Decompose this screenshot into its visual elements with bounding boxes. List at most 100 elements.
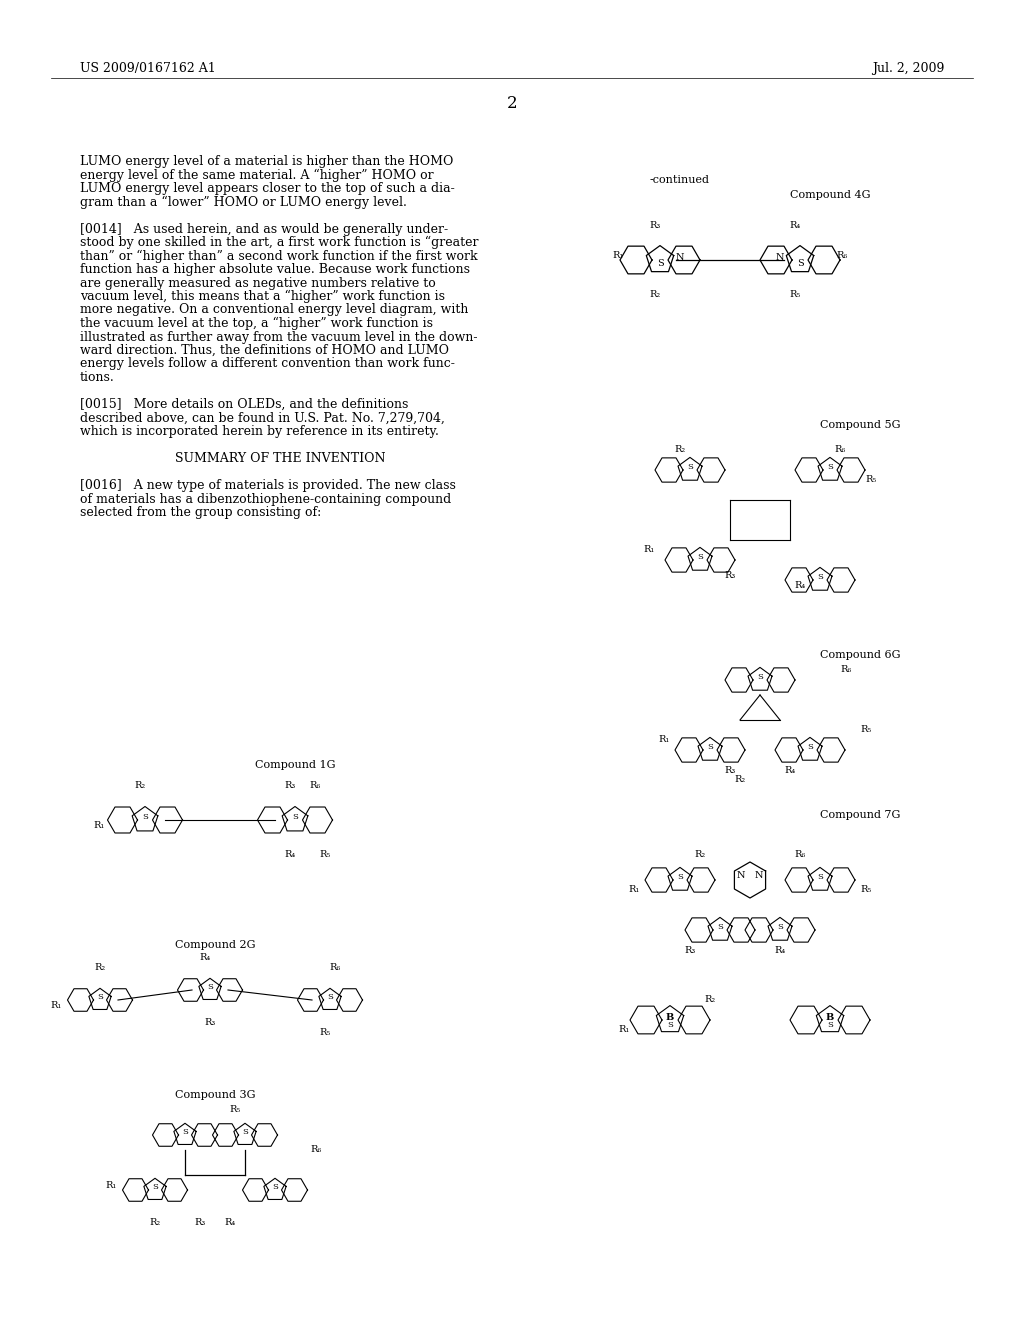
Text: selected from the group consisting of:: selected from the group consisting of:	[80, 506, 322, 519]
Text: S: S	[292, 813, 298, 821]
Text: Compound 3G: Compound 3G	[175, 1090, 255, 1100]
Text: -continued: -continued	[650, 176, 710, 185]
Text: R₅: R₅	[790, 290, 801, 300]
Text: Compound 1G: Compound 1G	[255, 760, 335, 770]
Text: R₁: R₁	[105, 1180, 117, 1189]
Text: R₂: R₂	[734, 775, 745, 784]
Text: R₆: R₆	[840, 665, 851, 675]
Text: S: S	[242, 1129, 248, 1137]
Text: 2: 2	[507, 95, 517, 112]
Text: R₄: R₄	[224, 1218, 236, 1228]
Text: tions.: tions.	[80, 371, 115, 384]
Text: R₁: R₁	[644, 545, 655, 554]
Text: B: B	[826, 1012, 835, 1022]
Text: than” or “higher than” a second work function if the first work: than” or “higher than” a second work fun…	[80, 249, 477, 263]
Text: S: S	[677, 873, 683, 880]
Text: R₄: R₄	[774, 946, 785, 954]
Text: S: S	[687, 463, 693, 471]
Text: function has a higher absolute value. Because work functions: function has a higher absolute value. Be…	[80, 263, 470, 276]
Text: energy levels follow a different convention than work func-: energy levels follow a different convent…	[80, 358, 455, 371]
Text: S: S	[827, 463, 833, 471]
Text: R₆: R₆	[309, 781, 321, 789]
Text: ward direction. Thus, the definitions of HOMO and LUMO: ward direction. Thus, the definitions of…	[80, 345, 449, 356]
Text: R₄: R₄	[795, 581, 806, 590]
Text: energy level of the same material. A “higher” HOMO or: energy level of the same material. A “hi…	[80, 169, 433, 182]
Text: R₅: R₅	[229, 1105, 241, 1114]
Text: R₃: R₃	[285, 781, 296, 789]
Text: Compound 6G: Compound 6G	[819, 649, 900, 660]
Text: R₆: R₆	[835, 445, 846, 454]
Text: gram than a “lower” HOMO or LUMO energy level.: gram than a “lower” HOMO or LUMO energy …	[80, 195, 407, 209]
Text: R₂: R₂	[649, 290, 660, 300]
Text: S: S	[97, 993, 103, 1001]
Text: LUMO energy level of a material is higher than the HOMO: LUMO energy level of a material is highe…	[80, 154, 454, 168]
Text: S: S	[152, 1183, 158, 1191]
Text: R₃: R₃	[724, 572, 735, 579]
Text: US 2009/0167162 A1: US 2009/0167162 A1	[80, 62, 216, 75]
Text: R₃: R₃	[195, 1218, 206, 1228]
Text: S: S	[656, 259, 664, 268]
Text: S: S	[777, 923, 783, 931]
Text: R₁: R₁	[51, 1001, 62, 1010]
Text: S: S	[697, 553, 702, 561]
Text: R₅: R₅	[865, 475, 877, 484]
Text: R₁: R₁	[618, 1026, 630, 1035]
Text: R₆: R₆	[795, 850, 806, 859]
Text: R₃: R₃	[205, 1018, 216, 1027]
Text: SUMMARY OF THE INVENTION: SUMMARY OF THE INVENTION	[175, 451, 385, 465]
Text: R₅: R₅	[860, 886, 871, 895]
Text: R₃: R₃	[684, 946, 695, 954]
Text: [0014]   As used herein, and as would be generally under-: [0014] As used herein, and as would be g…	[80, 223, 449, 235]
Text: described above, can be found in U.S. Pat. No. 7,279,704,: described above, can be found in U.S. Pa…	[80, 412, 444, 425]
Text: Compound 5G: Compound 5G	[819, 420, 900, 430]
Text: [0015]   More details on OLEDs, and the definitions: [0015] More details on OLEDs, and the de…	[80, 399, 409, 411]
Text: more negative. On a conventional energy level diagram, with: more negative. On a conventional energy …	[80, 304, 468, 317]
Text: S: S	[757, 673, 763, 681]
Text: Compound 7G: Compound 7G	[819, 810, 900, 820]
Text: R₁: R₁	[94, 821, 105, 829]
Text: N: N	[736, 870, 745, 879]
Text: R₁: R₁	[612, 251, 624, 260]
Text: R₁: R₁	[629, 886, 640, 895]
Text: N: N	[676, 252, 684, 261]
Text: R₃: R₃	[724, 766, 735, 775]
Text: [0016]   A new type of materials is provided. The new class: [0016] A new type of materials is provid…	[80, 479, 456, 492]
Text: Compound 4G: Compound 4G	[790, 190, 870, 201]
Text: S: S	[717, 923, 723, 931]
Text: R₆: R₆	[836, 251, 848, 260]
Text: B: B	[666, 1012, 674, 1022]
Text: R₁: R₁	[658, 735, 670, 744]
Text: R₅: R₅	[319, 1028, 331, 1038]
Text: R₂: R₂	[150, 1218, 161, 1228]
Text: N: N	[776, 252, 784, 261]
Text: of materials has a dibenzothiophene-containing compound: of materials has a dibenzothiophene-cont…	[80, 492, 452, 506]
Text: R₄: R₄	[200, 953, 211, 962]
Text: R₃: R₃	[649, 220, 660, 230]
Text: R₂: R₂	[675, 445, 685, 454]
Text: R₂: R₂	[94, 964, 105, 972]
Text: R₅: R₅	[860, 726, 871, 734]
Text: illustrated as further away from the vacuum level in the down-: illustrated as further away from the vac…	[80, 330, 477, 343]
Text: vacuum level, this means that a “higher” work function is: vacuum level, this means that a “higher”…	[80, 290, 445, 304]
Text: the vacuum level at the top, a “higher” work function is: the vacuum level at the top, a “higher” …	[80, 317, 433, 330]
Text: S: S	[817, 873, 823, 880]
Text: R₄: R₄	[285, 850, 296, 859]
Text: R₂: R₂	[705, 995, 716, 1005]
Text: S: S	[207, 983, 213, 991]
Text: S: S	[807, 743, 813, 751]
Text: stood by one skilled in the art, a first work function is “greater: stood by one skilled in the art, a first…	[80, 236, 478, 249]
Text: S: S	[797, 259, 804, 268]
Text: S: S	[817, 573, 823, 581]
Text: R₅: R₅	[319, 850, 331, 859]
Text: which is incorporated herein by reference in its entirety.: which is incorporated herein by referenc…	[80, 425, 439, 438]
Text: S: S	[182, 1129, 188, 1137]
Text: R₆: R₆	[330, 964, 341, 972]
Text: Compound 2G: Compound 2G	[175, 940, 255, 950]
Text: S: S	[827, 1020, 833, 1030]
Text: are generally measured as negative numbers relative to: are generally measured as negative numbe…	[80, 276, 436, 289]
Text: R₆: R₆	[310, 1146, 322, 1155]
Text: R₄: R₄	[790, 220, 801, 230]
Text: N: N	[755, 870, 763, 879]
Text: S: S	[327, 993, 333, 1001]
Text: S: S	[667, 1020, 673, 1030]
